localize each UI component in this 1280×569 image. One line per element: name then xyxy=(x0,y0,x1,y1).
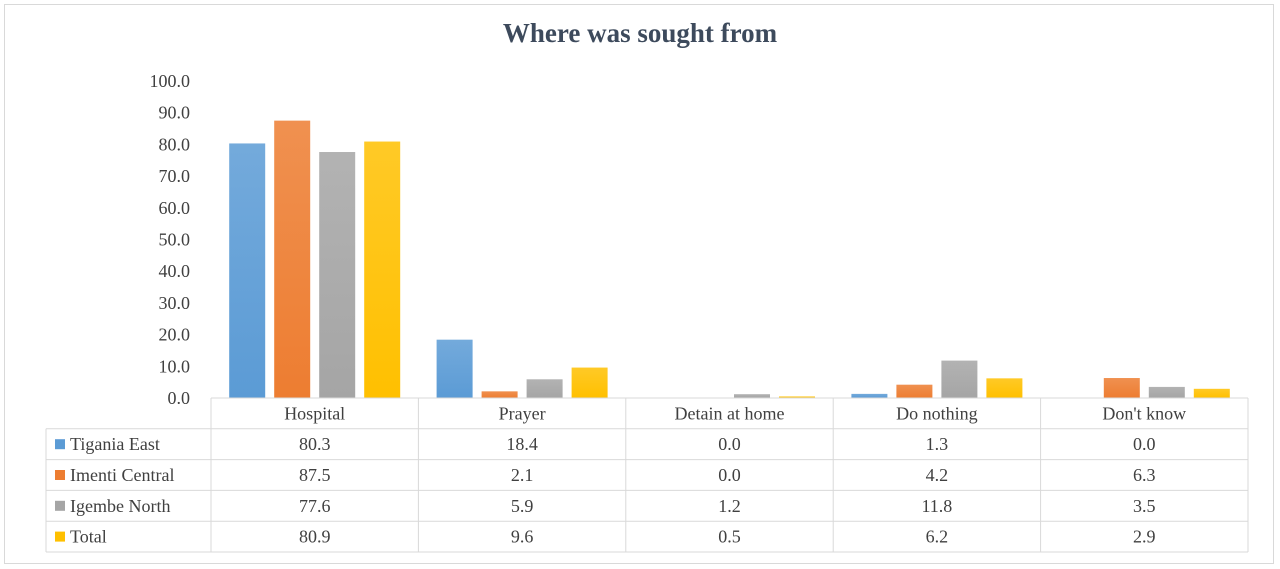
data-label-imenti-central: 0.0 xyxy=(718,465,741,485)
bar-total-detain-at-home xyxy=(779,396,815,398)
bar-total-don-t-know xyxy=(1193,388,1230,398)
data-label-total: 80.9 xyxy=(299,527,331,547)
chart-title: Where was sought from xyxy=(502,18,778,48)
data-label-total: 6.2 xyxy=(926,527,949,547)
data-label-imenti-central: 2.1 xyxy=(511,465,534,485)
legend-label-igembe-north: Igembe North xyxy=(70,496,170,516)
bar-imenti-central-do-nothing xyxy=(896,384,933,398)
y-tick-label: 100.0 xyxy=(150,71,191,91)
y-tick-label: 20.0 xyxy=(159,325,191,345)
legend-swatch-total xyxy=(55,531,65,542)
bar-igembe-north-don-t-know xyxy=(1148,386,1185,398)
y-tick-label: 0.0 xyxy=(168,388,191,408)
data-label-tigania-east: 0.0 xyxy=(1133,434,1156,454)
data-label-imenti-central: 6.3 xyxy=(1133,465,1156,485)
x-tick-label: Detain at home xyxy=(675,403,785,423)
y-tick-label: 10.0 xyxy=(159,356,191,376)
legend-label-total: Total xyxy=(70,527,107,547)
x-tick-label: Hospital xyxy=(284,403,345,423)
legend-label-imenti-central: Imenti Central xyxy=(70,465,174,485)
bar-imenti-central-don-t-know xyxy=(1103,378,1140,398)
y-tick-label: 70.0 xyxy=(159,166,191,186)
x-tick-label: Prayer xyxy=(499,403,546,423)
data-label-tigania-east: 18.4 xyxy=(506,434,538,454)
data-label-tigania-east: 80.3 xyxy=(299,434,331,454)
data-label-igembe-north: 11.8 xyxy=(921,496,952,516)
bar-total-do-nothing xyxy=(986,378,1023,398)
bar-imenti-central-hospital xyxy=(274,120,311,398)
bar-igembe-north-do-nothing xyxy=(941,360,978,398)
y-tick-label: 30.0 xyxy=(159,293,191,313)
data-label-igembe-north: 77.6 xyxy=(299,496,331,516)
bar-igembe-north-hospital xyxy=(319,152,356,398)
chart-frame xyxy=(4,4,1274,564)
y-tick-label: 60.0 xyxy=(159,198,191,218)
data-label-igembe-north: 1.2 xyxy=(718,496,741,516)
y-tick-label: 50.0 xyxy=(159,230,191,250)
bar-igembe-north-prayer xyxy=(526,379,563,398)
y-tick-label: 90.0 xyxy=(159,103,191,123)
y-tick-label: 40.0 xyxy=(159,261,191,281)
x-tick-label: Do nothing xyxy=(896,403,978,423)
data-label-igembe-north: 3.5 xyxy=(1133,496,1156,516)
data-label-total: 0.5 xyxy=(718,527,741,547)
x-tick-label: Don't know xyxy=(1102,403,1186,423)
y-tick-label: 80.0 xyxy=(159,134,191,154)
data-label-total: 2.9 xyxy=(1133,527,1156,547)
data-label-tigania-east: 1.3 xyxy=(926,434,949,454)
data-label-imenti-central: 4.2 xyxy=(926,465,949,485)
bar-tigania-east-prayer xyxy=(436,339,473,398)
bar-imenti-central-prayer xyxy=(481,391,518,398)
bar-total-prayer xyxy=(571,367,608,398)
bar-total-hospital xyxy=(364,141,401,398)
data-label-tigania-east: 0.0 xyxy=(718,434,741,454)
legend-swatch-imenti-central xyxy=(55,470,65,480)
data-label-imenti-central: 87.5 xyxy=(299,465,331,485)
data-label-igembe-north: 5.9 xyxy=(511,496,534,516)
legend-label-tigania-east: Tigania East xyxy=(70,434,160,454)
bar-tigania-east-hospital xyxy=(229,143,266,398)
bar-tigania-east-do-nothing xyxy=(851,393,888,398)
legend-swatch-tigania-east xyxy=(55,439,65,450)
data-label-total: 9.6 xyxy=(511,527,534,547)
legend-swatch-igembe-north xyxy=(55,500,65,511)
bar-igembe-north-detain-at-home xyxy=(734,394,770,398)
